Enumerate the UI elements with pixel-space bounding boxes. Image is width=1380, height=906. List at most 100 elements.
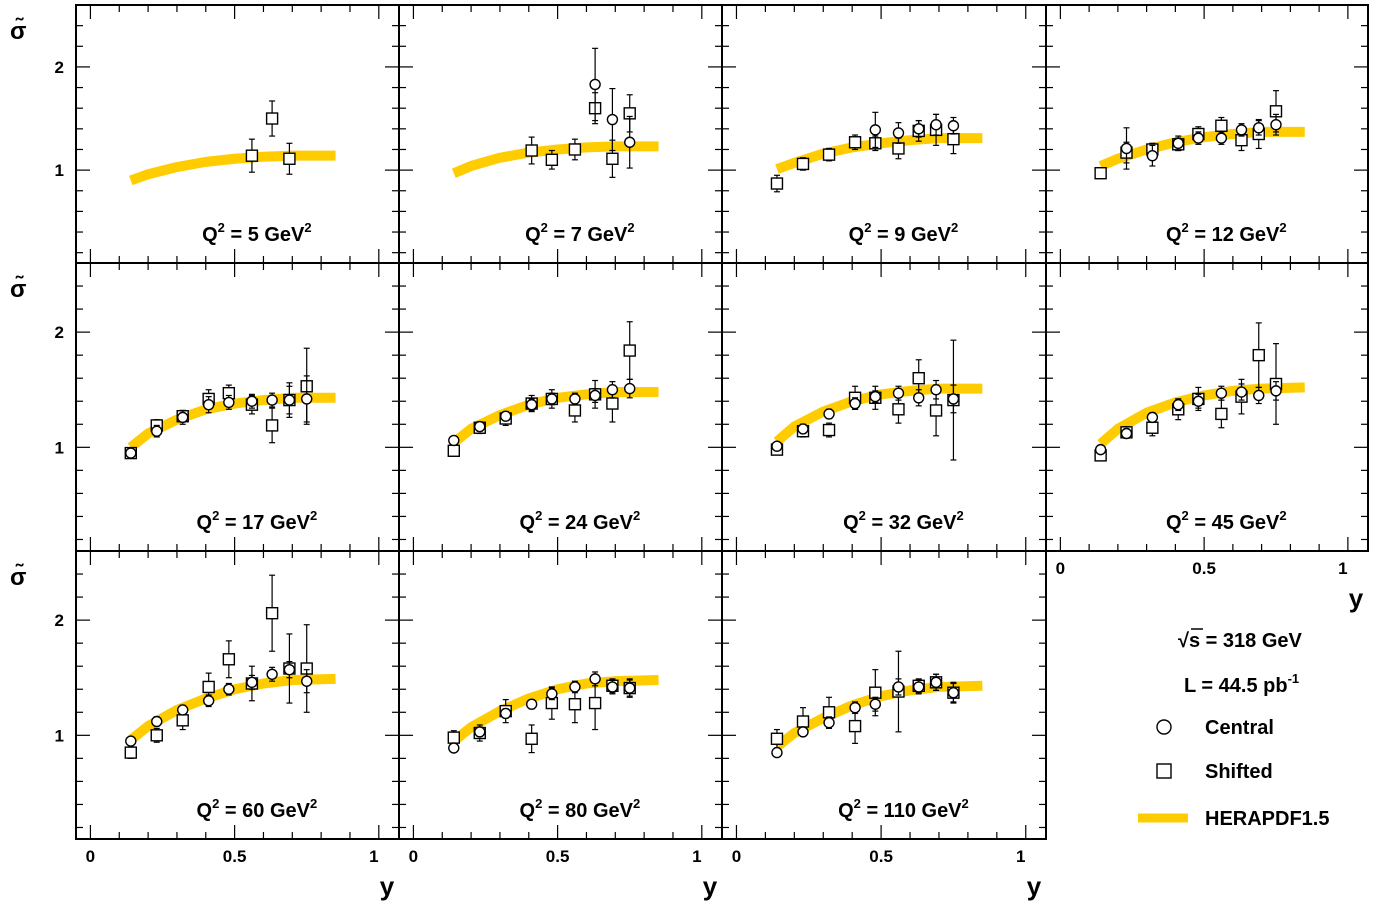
panel-q2-24: Q2 = 24 GeV2 — [398, 262, 723, 552]
shifted-point — [283, 152, 296, 165]
central-point — [869, 698, 882, 710]
central-point — [930, 119, 942, 131]
x-tick-label: 1 — [1338, 559, 1347, 578]
panel-label-exp: 2 — [864, 220, 871, 235]
central-point — [624, 382, 636, 395]
central-point — [266, 668, 278, 680]
central-point — [474, 420, 486, 433]
central-point — [1172, 137, 1184, 149]
central-point — [892, 681, 905, 693]
central-point — [151, 425, 163, 437]
panel-label-value: = 9 GeV — [871, 224, 951, 246]
legend-band-label: HERAPDF1.5 — [1205, 808, 1329, 830]
central-point — [474, 726, 486, 738]
panel-label-q: Q — [202, 224, 218, 246]
shifted-point — [848, 136, 862, 149]
panel-label-q: Q — [838, 800, 854, 822]
x-tick-label: 0.5 — [1192, 559, 1216, 578]
y-axis-label: σ̃ — [10, 275, 26, 303]
shifted-point — [265, 112, 279, 125]
shifted-point — [606, 152, 619, 165]
panel-label-exp: 2 — [1182, 508, 1189, 523]
central-point — [823, 408, 835, 420]
legend: √s = 318 GeV L = 44.5 pb-1 Central Shift… — [1138, 628, 1329, 830]
panel-frame — [75, 550, 400, 840]
legend-central-label: Central — [1205, 717, 1274, 739]
central-point — [500, 707, 512, 720]
central-point — [246, 395, 258, 407]
x-axis-label: y — [380, 871, 395, 901]
shifted-point — [245, 149, 259, 162]
central-point — [892, 387, 905, 399]
shifted-point — [1146, 421, 1159, 434]
central-point — [1253, 122, 1265, 134]
panel-q2-17: 12σ̃Q2 = 17 GeV2 — [10, 262, 400, 552]
central-point — [1120, 142, 1133, 155]
panel-label: Q2 = 32 GeV2 — [843, 508, 964, 534]
central-point — [606, 113, 619, 126]
central-point — [892, 127, 905, 139]
panel-q2-9: Q2 = 9 GeV2 — [721, 4, 1047, 264]
central-point — [913, 681, 925, 693]
central-point — [1146, 149, 1159, 162]
panel-label-value: = 110 GeV — [861, 800, 962, 822]
shifted-point — [545, 153, 559, 167]
panel-label-unit-exp: 2 — [310, 796, 317, 811]
shifted-point — [892, 142, 905, 155]
central-point — [849, 701, 861, 714]
sqrt-s-label: √s = 318 GeV — [1178, 630, 1303, 652]
central-point — [913, 123, 925, 135]
panel-label: Q2 = 80 GeV2 — [520, 796, 641, 822]
panel-label-exp: 2 — [541, 220, 548, 235]
shifted-point — [447, 731, 460, 744]
panel-label-value: = 80 GeV — [542, 800, 633, 822]
panel-label-q: Q — [197, 512, 213, 534]
shifted-point — [1094, 167, 1107, 180]
herapdf-band — [451, 141, 659, 178]
shifted-point — [265, 607, 279, 620]
central-point — [624, 136, 636, 148]
shifted-point — [606, 397, 619, 410]
x-tick-label: 1 — [369, 847, 378, 866]
panel-label-value: = 7 GeV — [548, 224, 628, 246]
panel-label-q: Q — [1166, 512, 1182, 534]
central-point — [546, 688, 558, 700]
lumi-exponent: -1 — [1288, 671, 1300, 686]
panel-label-unit-exp: 2 — [957, 508, 964, 523]
central-point — [266, 394, 278, 406]
panel-label-unit-exp: 2 — [1279, 220, 1286, 235]
central-point — [849, 397, 861, 410]
central-point — [589, 673, 601, 685]
central-point — [151, 715, 163, 728]
central-point — [1172, 398, 1184, 411]
central-point — [1270, 119, 1282, 131]
central-point — [913, 392, 925, 404]
panel-frame — [721, 262, 1047, 552]
central-point — [771, 746, 783, 759]
panel-q2-5: 12σ̃Q2 = 5 GeV2 — [10, 4, 400, 264]
central-point — [525, 398, 538, 411]
central-point — [1235, 386, 1248, 398]
panel-label: Q2 = 12 GeV2 — [1166, 220, 1287, 246]
panel-label-q: Q — [1166, 224, 1182, 246]
shifted-point — [822, 423, 836, 437]
shifted-point — [912, 372, 925, 385]
central-point — [797, 726, 809, 738]
central-point — [301, 393, 313, 405]
shifted-point — [770, 732, 784, 745]
central-point — [177, 411, 189, 424]
x-axis-label: y — [1349, 583, 1364, 613]
legend-shifted-label: Shifted — [1205, 761, 1273, 783]
central-point — [823, 716, 835, 729]
panel-label: Q2 = 5 GeV2 — [202, 220, 312, 246]
shifted-point — [202, 680, 215, 694]
central-point — [606, 384, 619, 396]
legend-central-marker — [1156, 719, 1172, 735]
central-point — [1235, 124, 1248, 136]
x-tick-label: 0 — [86, 847, 95, 866]
panel-label-value: = 45 GeV — [1189, 512, 1280, 534]
central-point — [947, 120, 960, 132]
shifted-point — [568, 404, 582, 417]
